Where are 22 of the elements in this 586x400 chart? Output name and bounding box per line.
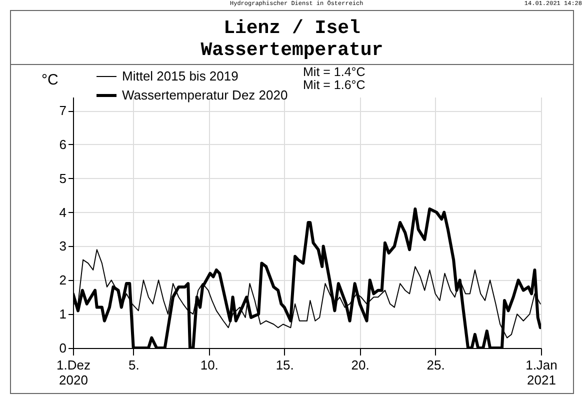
y-tick-label: 5 [59, 170, 66, 186]
legend-label: Mittel 2015 bis 2019 [122, 68, 238, 84]
x-tick-label: 10. [200, 358, 218, 372]
y-tick-label: 7 [59, 103, 66, 118]
x-tick-label: 1.Dez 2020 [56, 358, 90, 388]
y-tick-label: 0 [59, 340, 66, 356]
chart-title: Lienz / Isel [222, 17, 362, 39]
x-tick-label: 20. [351, 358, 370, 372]
x-tick-label: 25. [426, 358, 445, 372]
text: Mit = 1.4°C [303, 65, 366, 79]
text: Mit = 1.6°C [303, 78, 366, 92]
y-tick-label: 4 [59, 204, 66, 220]
y-tick-label: 2 [59, 272, 66, 288]
y-tick-label: 6 [59, 136, 66, 152]
y-tick-label: 3 [59, 238, 66, 254]
x-tick-label: 5. [128, 358, 140, 372]
y-tick-label: 1 [59, 306, 66, 322]
y-axis-title: °C [42, 72, 58, 88]
x-tick-label: 1.Jan 2021 [526, 358, 558, 388]
chart-subtitle: Wassertemperatur [200, 39, 384, 61]
x-tick-label: 15. [276, 358, 294, 372]
legend-label: Wassertemperatur Dez 2020 [122, 88, 288, 102]
